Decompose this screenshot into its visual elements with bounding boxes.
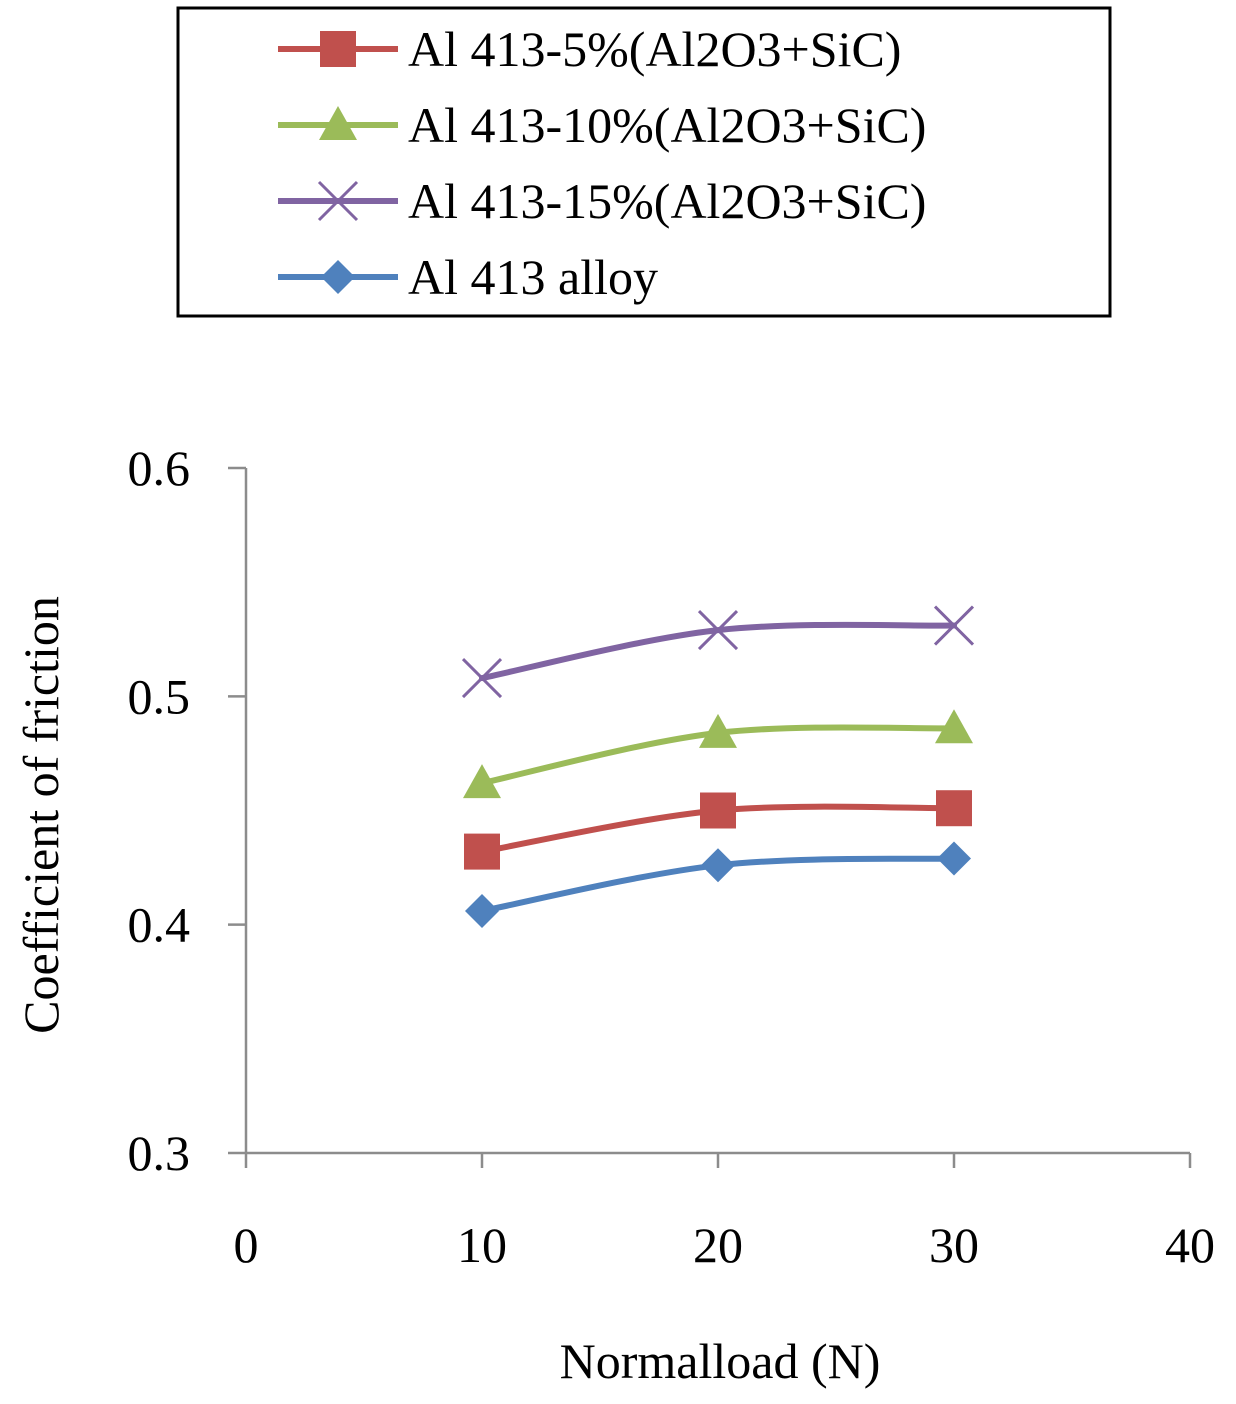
legend-label: Al 413-15%(Al2O3+SiC) (408, 173, 926, 229)
y-tick-label: 0.4 (128, 897, 191, 953)
data-point-al-413-15-al2o3-sic (933, 605, 975, 646)
x-tick-label: 0 (234, 1217, 259, 1273)
legend-entry-al-413-alloy: Al 413 alloy (278, 249, 658, 305)
data-point-al-413-10-al2o3-sic (699, 713, 737, 748)
y-tick-label: 0.6 (128, 440, 191, 496)
legend-marker (320, 31, 356, 67)
series-al-413-alloy (465, 841, 971, 928)
legend-label: Al 413-5%(Al2O3+SiC) (408, 21, 901, 77)
y-tick-label: 0.5 (128, 668, 191, 724)
data-point-al-413-5-al2o3-sic (464, 833, 500, 870)
legend-marker (317, 180, 359, 222)
data-point-al-413-10-al2o3-sic (463, 764, 501, 799)
x-tick-label: 10 (457, 1217, 507, 1273)
series-line-al-413-15-al2o3-sic (479, 621, 957, 682)
legend-entry-al-413-15-al2o3-sic: Al 413-15%(Al2O3+SiC) (278, 173, 926, 229)
plot-area: 0.3 0.4 0.5 0.6 0 10 20 30 40 (128, 440, 1216, 1273)
y-axis-title: Coefficient of friction (13, 596, 69, 1034)
series-al-413-5-al2o3-sic (464, 790, 972, 870)
legend-entry-al-413-10-al2o3-sic: Al 413-10%(Al2O3+SiC) (278, 97, 926, 153)
legend-marker (321, 260, 355, 294)
x-tick-label: 30 (929, 1217, 979, 1273)
legend-entry-al-413-5-al2o3-sic: Al 413-5%(Al2O3+SiC) (278, 21, 901, 77)
data-point-al-413-10-al2o3-sic (935, 709, 973, 744)
data-point-al-413-15-al2o3-sic (697, 610, 739, 651)
series-al-413-15-al2o3-sic (461, 605, 975, 699)
data-point-al-413-15-al2o3-sic (461, 658, 503, 699)
data-point-al-413-5-al2o3-sic (700, 792, 736, 829)
data-point-al-413-alloy (465, 893, 499, 928)
data-point-al-413-alloy (701, 848, 735, 883)
legend-label: Al 413 alloy (408, 249, 658, 305)
data-point-al-413-alloy (937, 841, 971, 876)
x-tick-label: 20 (693, 1217, 743, 1273)
x-axis-title: Normalload (N) (560, 1333, 881, 1389)
y-tick-label: 0.3 (128, 1125, 191, 1181)
legend-marker (319, 106, 357, 140)
x-tick-label: 40 (1165, 1217, 1215, 1273)
legend-label: Al 413-10%(Al2O3+SiC) (408, 97, 926, 153)
legend: Al 413-5%(Al2O3+SiC) Al 413-10%(Al2O3+SiC… (176, 6, 1112, 318)
data-point-al-413-5-al2o3-sic (936, 790, 972, 827)
series-al-413-10-al2o3-sic (463, 709, 973, 799)
